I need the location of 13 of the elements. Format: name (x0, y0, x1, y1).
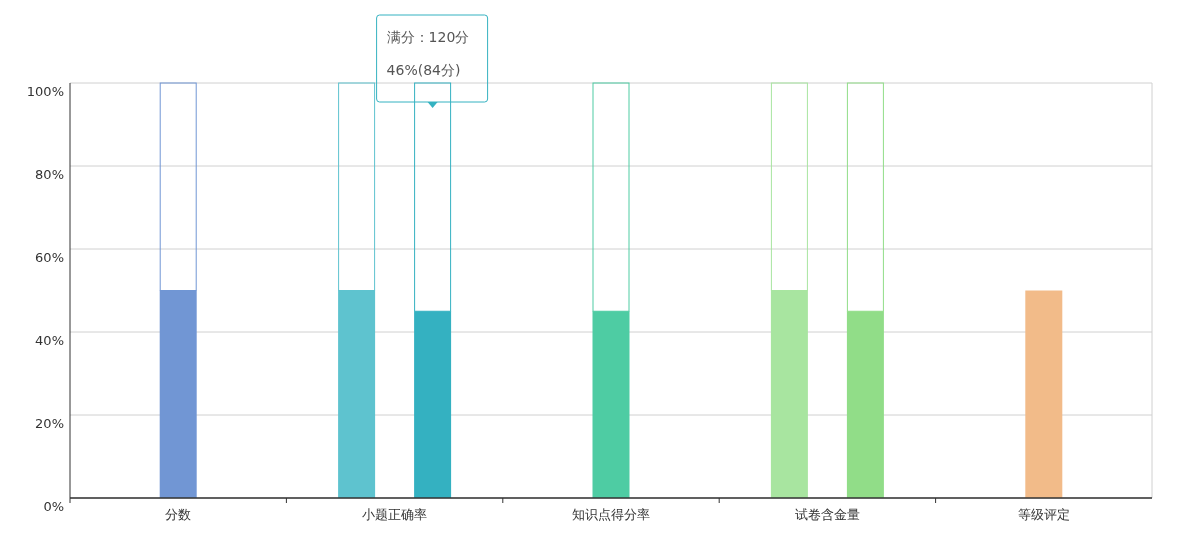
y-tick-label: 40% (35, 333, 64, 348)
x-tick-label: 试卷含金量 (794, 507, 860, 522)
y-tick-label: 100% (26, 84, 64, 99)
x-tick-label: 知识点得分率 (572, 507, 650, 522)
y-tick-label: 80% (35, 167, 64, 182)
text: 46%(84分) (386, 62, 461, 78)
x-tick-label: 分数 (165, 507, 192, 522)
x-tick-label: 小题正确率 (362, 507, 428, 522)
text: 满分：120分 (386, 29, 470, 45)
y-tick-label: 60% (35, 250, 64, 265)
x-tick-label: 等级评定 (1017, 507, 1070, 522)
y-tick-label: 20% (35, 416, 64, 431)
y-tick-label: 0% (43, 499, 64, 514)
